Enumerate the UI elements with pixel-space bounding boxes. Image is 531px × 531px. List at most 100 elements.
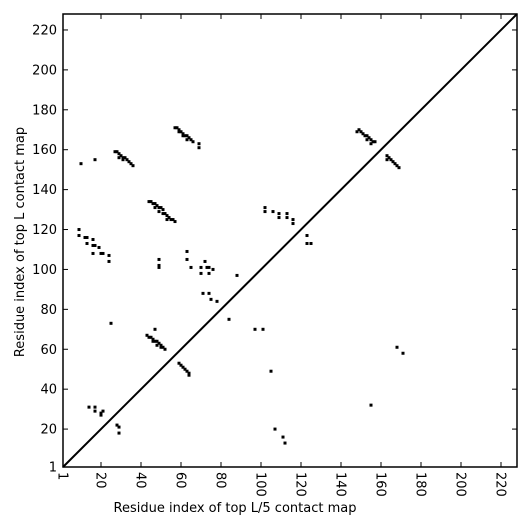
point xyxy=(157,210,161,214)
point xyxy=(161,208,165,212)
y-tick-label: 120 xyxy=(32,223,57,238)
point xyxy=(109,321,113,325)
point xyxy=(157,265,161,269)
x-tick-label: 220 xyxy=(493,472,508,497)
point xyxy=(199,271,203,275)
point xyxy=(281,435,285,439)
point xyxy=(389,158,393,162)
point xyxy=(107,259,111,263)
point xyxy=(185,138,189,142)
point xyxy=(153,206,157,210)
point xyxy=(173,220,177,224)
diagonal-line xyxy=(62,13,518,468)
point xyxy=(209,297,213,301)
y-tick-label: 20 xyxy=(40,423,57,438)
point xyxy=(163,212,167,216)
point xyxy=(101,409,105,413)
point xyxy=(177,128,181,132)
point xyxy=(177,361,181,365)
point xyxy=(253,327,257,331)
y-tick-label: 220 xyxy=(32,23,57,38)
point xyxy=(283,441,287,445)
y-tick-label: 160 xyxy=(32,143,57,158)
point xyxy=(181,365,185,369)
point xyxy=(153,202,157,206)
point xyxy=(123,156,127,160)
point xyxy=(269,369,273,373)
point xyxy=(117,156,121,160)
point xyxy=(87,405,91,409)
y-tick-label: 80 xyxy=(40,303,57,318)
point xyxy=(93,158,97,162)
x-tick-label: 60 xyxy=(173,472,188,489)
point xyxy=(393,162,397,166)
point xyxy=(173,126,177,130)
point xyxy=(187,373,191,377)
point xyxy=(179,363,183,367)
point xyxy=(149,335,153,339)
point xyxy=(91,251,95,255)
point xyxy=(153,327,157,331)
point xyxy=(207,291,211,295)
point xyxy=(187,136,191,140)
x-tick-label: 20 xyxy=(93,472,108,489)
point xyxy=(365,134,369,138)
point xyxy=(151,202,155,206)
point xyxy=(91,243,95,247)
point xyxy=(197,146,201,150)
point xyxy=(85,236,89,240)
point xyxy=(99,251,103,255)
point xyxy=(161,345,165,349)
point xyxy=(91,238,95,242)
x-tick-label: 40 xyxy=(133,472,148,489)
point xyxy=(175,126,179,130)
point xyxy=(203,259,207,263)
point xyxy=(185,249,189,253)
point xyxy=(131,164,135,168)
point xyxy=(113,150,117,154)
point xyxy=(85,241,89,245)
point xyxy=(397,166,401,170)
point xyxy=(165,218,169,222)
point xyxy=(99,413,103,417)
point xyxy=(183,134,187,138)
point xyxy=(185,257,189,261)
point xyxy=(167,216,171,220)
y-tick-label: 60 xyxy=(40,343,57,358)
point xyxy=(93,405,97,409)
point xyxy=(263,206,267,210)
y-tick-label: 100 xyxy=(32,263,57,278)
point xyxy=(121,158,125,162)
x-tick-label: 160 xyxy=(373,472,388,497)
point xyxy=(261,327,265,331)
x-tick-label: 200 xyxy=(453,472,468,497)
point xyxy=(365,138,369,142)
point xyxy=(155,343,159,347)
point xyxy=(83,236,87,240)
y-tick-label: 140 xyxy=(32,183,57,198)
point xyxy=(177,130,181,134)
point xyxy=(201,291,205,295)
point xyxy=(185,369,189,373)
x-tick-label: 100 xyxy=(253,472,268,497)
point xyxy=(179,130,183,134)
x-axis-label: Residue index of top L/5 contact map xyxy=(114,501,357,516)
point xyxy=(369,403,373,407)
point xyxy=(159,206,163,210)
point xyxy=(145,333,149,337)
point xyxy=(127,160,131,164)
point xyxy=(115,423,119,427)
point xyxy=(93,409,97,413)
point xyxy=(187,371,191,375)
point xyxy=(125,158,129,162)
point xyxy=(189,138,193,142)
point xyxy=(235,273,239,277)
point xyxy=(373,140,377,144)
point xyxy=(215,299,219,303)
point xyxy=(369,138,373,142)
point xyxy=(263,210,267,214)
point xyxy=(181,132,185,136)
point xyxy=(165,214,169,218)
point xyxy=(155,339,159,343)
